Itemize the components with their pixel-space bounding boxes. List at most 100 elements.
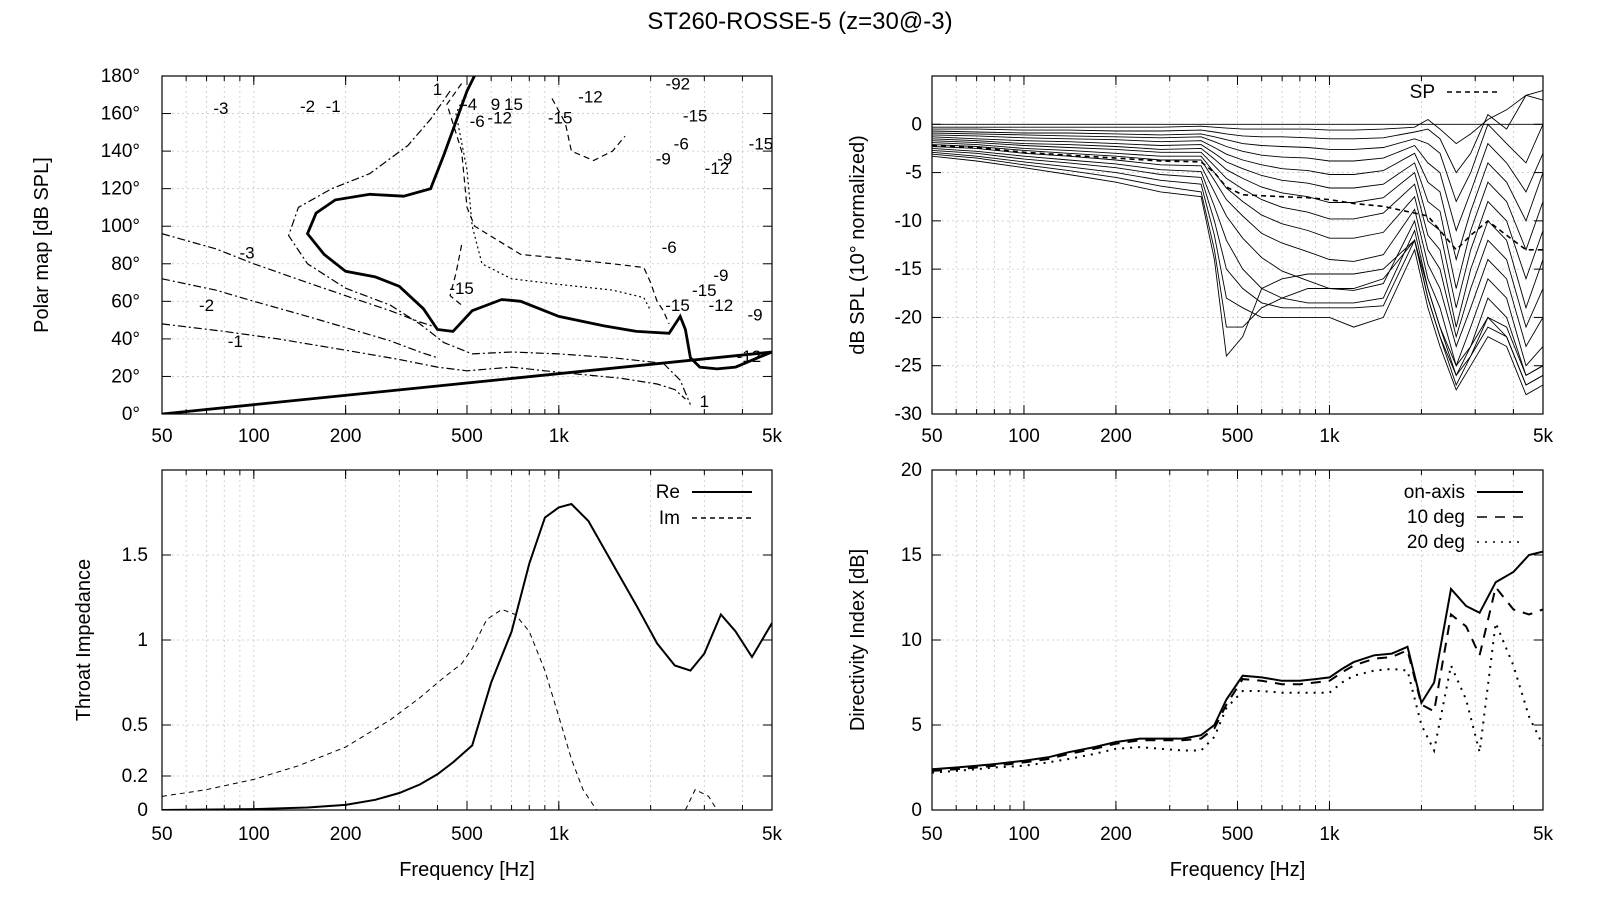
angle-series-line xyxy=(932,123,1543,203)
y-axis-label: Throat Impedance xyxy=(73,559,95,721)
contour-line xyxy=(446,83,670,325)
y-tick-label: 100° xyxy=(101,216,140,237)
angle-series-line xyxy=(932,132,1543,232)
angle-series-line xyxy=(932,134,1543,262)
y-tick-label: -15 xyxy=(895,259,922,280)
y-tick-label: 60° xyxy=(111,291,140,312)
plot-frame xyxy=(931,469,1544,811)
contour-label: -6 xyxy=(470,112,485,131)
y-tick-label: -5 xyxy=(905,163,922,184)
legend-label: 10 deg xyxy=(1407,507,1465,528)
x-axis-label: Frequency [Hz] xyxy=(399,859,535,881)
y-tick-label: 15 xyxy=(901,545,922,566)
contour-label: -12 xyxy=(578,88,603,107)
directivity-index-panel: 50 100 200 500 1k 5k 0 5 10 15 20 Directivity Index… xyxy=(847,460,1554,881)
plot-area xyxy=(932,550,1543,774)
contour-label: -6 xyxy=(674,135,689,154)
contour-label: 15 xyxy=(504,95,523,114)
y-tick-label: 0° xyxy=(122,404,140,425)
legend-label: Re xyxy=(656,482,680,503)
contour-label: -12 xyxy=(737,347,762,366)
di-10-deg-line xyxy=(932,585,1543,772)
y-tick-label: 140° xyxy=(101,141,140,162)
angle-series-line xyxy=(932,138,1543,308)
legend-label: SP xyxy=(1410,82,1435,103)
x-tick-label: 5k xyxy=(762,426,783,447)
contour-line xyxy=(162,76,772,414)
contour-line xyxy=(162,278,438,359)
spl-normalized-panel: 50 100 200 500 1k 5k 0 -5 -10 -15 -20 -25 -30 dB SPL … xyxy=(847,75,1554,447)
contour-label: -9 xyxy=(748,305,763,324)
x-tick-label: 50 xyxy=(151,426,172,447)
y-tick-label: 5 xyxy=(911,715,922,736)
contour-label: -6 xyxy=(662,238,677,257)
contour-label: -15 xyxy=(749,135,774,154)
legend-label: on-axis xyxy=(1404,482,1465,503)
x-tick-label: 500 xyxy=(1222,824,1254,845)
x-tick-label: 200 xyxy=(1100,824,1132,845)
y-tick-label: 0.2 xyxy=(122,766,148,787)
angle-series-line xyxy=(932,136,1543,289)
contour-label: -12 xyxy=(705,159,730,178)
contour-label: -1 xyxy=(326,97,341,116)
x-tick-label: 500 xyxy=(451,824,483,845)
x-tick-label: 200 xyxy=(1100,426,1132,447)
y-tick-label: -20 xyxy=(895,307,922,328)
y-tick-label: 180° xyxy=(101,66,140,87)
di-on-axis-line xyxy=(932,550,1543,771)
impedance-im-line xyxy=(162,608,598,810)
x-tick-label: 5k xyxy=(1533,426,1554,447)
angle-series-line xyxy=(932,144,1543,348)
contour-label: -15 xyxy=(683,106,708,125)
y-tick-label: 80° xyxy=(111,254,140,275)
y-tick-label: -25 xyxy=(895,356,922,377)
contour-label: -2 xyxy=(199,296,214,315)
contour-label: -12 xyxy=(709,296,734,315)
plot-area xyxy=(162,76,772,414)
impedance-re-line xyxy=(162,502,772,810)
polar-map-panel: 50 100 200 500 1k 5k 0° 20° 40° 60° 80° 100° 120° 140… xyxy=(31,66,783,447)
contour-line xyxy=(551,98,626,162)
angle-series-line xyxy=(932,94,1543,174)
contour-label: -1 xyxy=(228,332,243,351)
y-tick-label: 1.5 xyxy=(122,545,148,566)
angle-series-line xyxy=(932,151,1543,396)
contour-label: -4 xyxy=(462,95,477,114)
y-tick-label: 40° xyxy=(111,329,140,350)
contour-label: -15 xyxy=(449,279,474,298)
contour-label: -2 xyxy=(300,97,315,116)
plot-frame xyxy=(161,75,773,415)
legend-label: 20 deg xyxy=(1407,532,1465,553)
contour-label: 1 xyxy=(700,392,709,411)
y-tick-label: 20 xyxy=(901,460,922,481)
contour-line xyxy=(162,233,438,329)
x-tick-label: 100 xyxy=(238,426,270,447)
angle-series-line xyxy=(932,146,1543,368)
di-20-deg-line xyxy=(932,619,1543,774)
x-tick-label: 1k xyxy=(1319,426,1340,447)
y-tick-label: 0 xyxy=(911,114,922,135)
contour-label: -15 xyxy=(548,108,573,127)
y-tick-label: 120° xyxy=(101,179,140,200)
x-tick-label: 500 xyxy=(451,426,483,447)
x-tick-label: 200 xyxy=(330,426,362,447)
angle-series-line xyxy=(932,140,1543,328)
x-tick-label: 50 xyxy=(921,426,942,447)
y-tick-label: -10 xyxy=(895,211,922,232)
angle-series-line xyxy=(932,90,1543,145)
x-tick-label: 1k xyxy=(1319,824,1340,845)
contour-label: 2 xyxy=(681,75,690,94)
x-tick-label: 100 xyxy=(238,824,270,845)
contour-label: -15 xyxy=(692,281,717,300)
figure-title: ST260-ROSSE-5 (z=30@-3) xyxy=(647,8,953,35)
y-tick-label: 0 xyxy=(911,800,922,821)
contour-label: 1 xyxy=(433,80,442,99)
legend-label: Im xyxy=(659,508,680,529)
y-axis-label: Directivity Index [dB] xyxy=(847,549,869,731)
x-tick-label: 500 xyxy=(1222,426,1254,447)
angle-series-line xyxy=(932,155,1543,377)
y-axis-label: Polar map [dB SPL] xyxy=(31,157,53,333)
contour-line xyxy=(449,244,463,306)
sp-series-line xyxy=(932,144,1543,251)
plot-frame xyxy=(161,469,773,811)
